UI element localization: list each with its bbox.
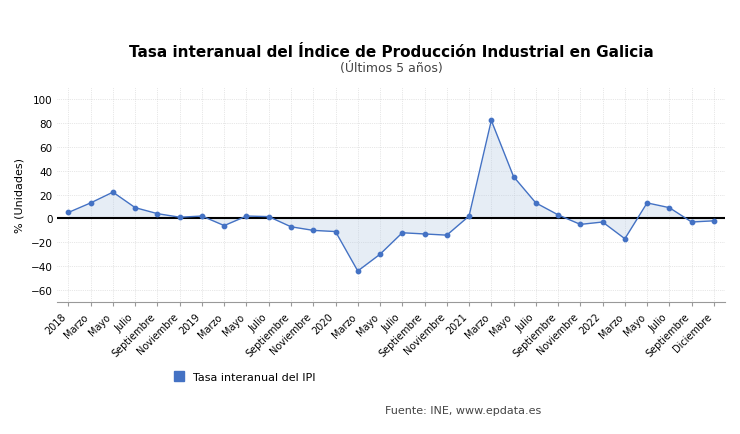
Point (619, 236, 630, 243)
Point (374, 251, 386, 258)
Point (397, 230, 408, 237)
Point (196, 213, 208, 220)
Point (641, 200, 653, 207)
Point (107, 189, 119, 196)
Text: Fuente: INE, www.epdata.es: Fuente: INE, www.epdata.es (385, 405, 541, 415)
Point (174, 214, 186, 221)
Point (463, 213, 475, 220)
Legend: Tasa interanual del IPI: Tasa interanual del IPI (169, 367, 320, 387)
Point (329, 229, 341, 236)
Point (62, 210, 74, 217)
Title: Tasa interanual del Índice de Producción Industrial en Galicia: Tasa interanual del Índice de Producción… (129, 45, 653, 60)
Point (307, 227, 319, 234)
Point (664, 205, 676, 212)
Point (352, 268, 363, 275)
Point (596, 219, 608, 226)
Point (485, 118, 497, 125)
Text: (Últimos 5 años): (Últimos 5 años) (340, 62, 443, 75)
Point (441, 232, 453, 239)
Point (285, 224, 297, 231)
Point (263, 214, 275, 220)
Point (218, 223, 230, 230)
Point (240, 213, 252, 220)
Point (419, 231, 431, 238)
Point (552, 212, 564, 219)
Point (152, 210, 164, 217)
Point (574, 221, 586, 228)
Point (508, 174, 519, 181)
Y-axis label: % (Unidades): % (Unidades) (15, 158, 25, 233)
Point (85, 200, 97, 207)
Point (708, 218, 720, 225)
Point (130, 205, 141, 212)
Point (686, 219, 698, 226)
Point (530, 200, 542, 207)
